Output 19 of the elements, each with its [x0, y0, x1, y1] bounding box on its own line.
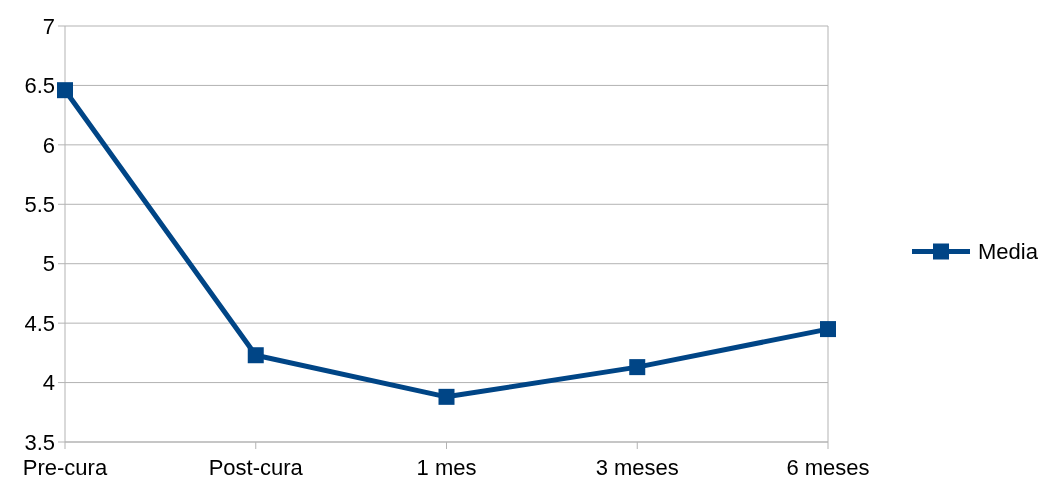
legend-label: Media — [978, 239, 1039, 265]
y-tick-label: 6 — [42, 132, 55, 158]
x-tick-label: Post-cura — [208, 455, 304, 480]
point — [629, 359, 646, 376]
y-tick-label: 6.5 — [24, 73, 55, 99]
y-tick-label: 5.5 — [24, 191, 55, 217]
y-tick-label: 5 — [42, 251, 55, 277]
x-tick-label: 6 meses — [786, 455, 870, 480]
point — [247, 347, 264, 364]
y-tick-label: 4.5 — [24, 310, 55, 336]
x-tick-label: Pre-cura — [22, 455, 108, 480]
point — [57, 82, 73, 99]
y-tick-label: 4 — [42, 370, 55, 396]
point — [820, 321, 836, 338]
y-tick-label: 7 — [42, 13, 55, 39]
x-tick-label: 3 meses — [595, 455, 679, 480]
point — [438, 388, 455, 405]
y-tick-label: 3.5 — [24, 429, 55, 455]
x-tick-label: 1 mes — [416, 455, 477, 480]
